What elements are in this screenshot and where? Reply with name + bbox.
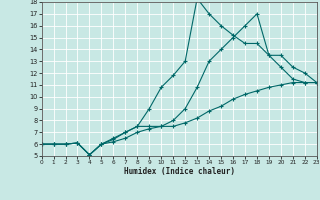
X-axis label: Humidex (Indice chaleur): Humidex (Indice chaleur) bbox=[124, 167, 235, 176]
